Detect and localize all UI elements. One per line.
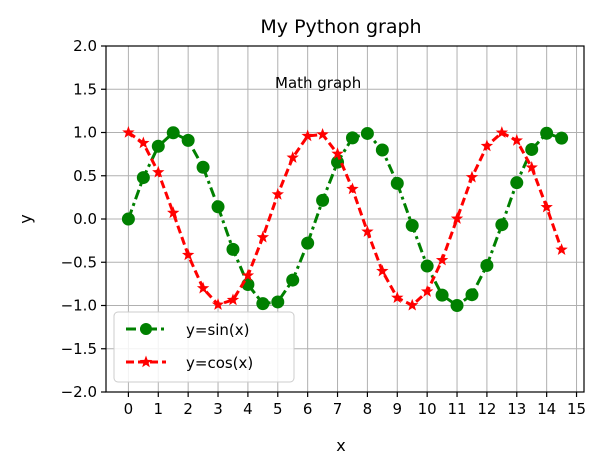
data-point-cos — [555, 243, 568, 255]
x-tick-label: 0 — [124, 400, 134, 418]
data-point-cos — [361, 225, 374, 237]
x-tick-label: 13 — [507, 400, 526, 418]
data-point-cos — [181, 248, 195, 261]
data-point-cos — [286, 151, 299, 163]
y-tick-label: 2.0 — [73, 37, 97, 55]
data-point-sin — [271, 295, 285, 309]
data-point-cos — [196, 281, 210, 294]
legend-box — [113, 311, 295, 383]
data-point-sin — [196, 160, 210, 174]
data-point-cos — [450, 212, 464, 224]
data-point-cos — [256, 230, 270, 243]
data-point-cos — [540, 200, 553, 213]
x-tick-label: 15 — [567, 400, 586, 418]
data-point-cos — [406, 298, 419, 311]
data-point-cos — [465, 170, 479, 183]
x-tick-label: 1 — [154, 400, 164, 418]
data-point-cos — [271, 187, 284, 200]
data-point-sin — [480, 258, 494, 272]
x-tick-label: 10 — [418, 400, 437, 418]
x-tick-label: 12 — [477, 400, 496, 418]
x-tick-label: 4 — [243, 400, 253, 418]
data-point-cos — [480, 139, 494, 152]
data-point-cos — [301, 129, 314, 142]
data-point-sin — [435, 288, 449, 302]
data-point-cos — [122, 126, 135, 138]
data-point-sin — [211, 200, 225, 214]
data-point-sin — [540, 126, 554, 140]
data-point-sin — [121, 212, 135, 226]
data-point-sin — [136, 171, 150, 185]
data-point-sin — [181, 133, 195, 147]
data-point-sin — [390, 176, 404, 190]
data-point-sin — [465, 288, 479, 302]
data-point-sin — [375, 143, 389, 157]
data-point-sin — [360, 126, 374, 140]
legend-swatch-sin-marker — [140, 323, 152, 335]
data-point-sin — [151, 139, 165, 153]
data-point-cos — [137, 136, 150, 149]
data-point-cos — [316, 127, 329, 140]
x-tick-label: 3 — [213, 400, 223, 418]
data-point-cos — [495, 126, 509, 138]
data-point-cos — [376, 264, 389, 277]
data-point-sin — [510, 176, 524, 190]
x-tick-label: 2 — [183, 400, 193, 418]
data-point-cos — [167, 206, 180, 219]
y-tick-label: 0.5 — [73, 167, 97, 185]
data-point-cos — [420, 285, 434, 297]
data-point-sin — [495, 218, 509, 232]
data-point-sin — [286, 273, 300, 287]
data-point-sin — [316, 193, 330, 207]
data-point-cos — [241, 269, 255, 281]
data-point-sin — [450, 299, 464, 312]
data-point-sin — [226, 242, 240, 256]
chart-title: My Python graph — [260, 16, 421, 38]
data-point-sin — [345, 131, 359, 145]
data-point-cos — [435, 253, 449, 266]
data-point-sin — [301, 236, 315, 250]
data-point-sin — [555, 131, 569, 145]
data-point-cos — [391, 291, 404, 304]
legend-label-sin: y=sin(x) — [186, 321, 250, 339]
data-point-sin — [405, 218, 419, 232]
data-point-cos — [331, 147, 344, 160]
y-tick-label: −2.0 — [61, 383, 97, 401]
x-tick-label: 14 — [537, 400, 556, 418]
data-point-sin — [420, 259, 434, 273]
data-point-cos — [525, 161, 538, 173]
series-layer — [121, 126, 569, 312]
series-line-cos — [127, 131, 564, 307]
x-tick-label: 5 — [273, 400, 283, 418]
data-point-sin — [166, 126, 180, 140]
legend-swatch-cos-marker — [139, 355, 153, 368]
y-tick-label: 0.0 — [73, 210, 97, 228]
annotation-math-graph: Math graph — [275, 74, 361, 92]
x-tick-label: 9 — [393, 400, 403, 418]
x-tick-label: 11 — [447, 400, 466, 418]
data-point-cos — [211, 298, 225, 310]
data-point-sin — [525, 142, 539, 156]
legend: y=sin(x) y=cos(x) — [113, 311, 295, 383]
data-point-sin — [256, 297, 270, 311]
y-tick-label: −0.5 — [61, 253, 97, 271]
data-point-cos — [510, 134, 523, 146]
x-tick-label: 7 — [333, 400, 343, 418]
axis-ticks: 0 1 2 3 4 5 6 7 8 9 10 11 12 13 14 15−2.0−1.5−1.0−0.50.… — [61, 37, 587, 418]
y-tick-label: −1.0 — [61, 297, 97, 315]
x-tick-label: 8 — [363, 400, 373, 418]
legend-label-cos: y=cos(x) — [186, 354, 253, 372]
y-tick-label: 1.5 — [73, 80, 97, 98]
data-point-cos — [226, 293, 240, 306]
data-point-cos — [152, 165, 165, 178]
data-point-cos — [346, 182, 359, 195]
y-axis-label: y — [16, 214, 35, 223]
y-tick-label: 1.0 — [73, 124, 97, 142]
x-tick-label: 6 — [303, 400, 313, 418]
x-axis-label: x — [336, 436, 345, 455]
y-tick-label: −1.5 — [61, 340, 97, 358]
